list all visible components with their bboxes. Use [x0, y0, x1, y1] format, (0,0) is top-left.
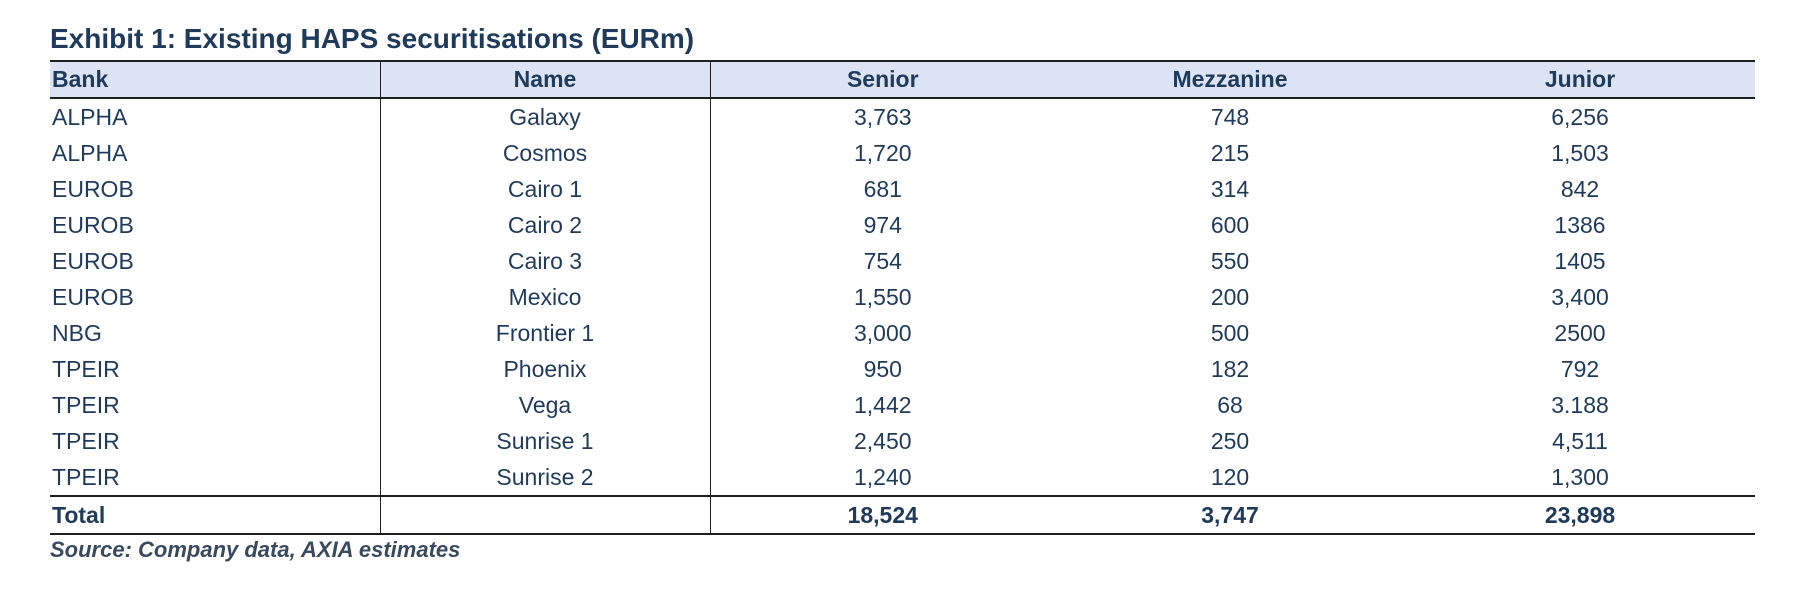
cell-bank: ALPHA	[50, 98, 381, 135]
cell-mezzanine: 748	[1210, 103, 1250, 130]
cell-senior: 681	[863, 175, 902, 202]
cell-mezzanine: 182	[1210, 355, 1250, 382]
cell-mezzanine: 250	[1210, 427, 1250, 454]
table-row: NBG Frontier 1 3,000 500 2500	[50, 315, 1755, 351]
cell-bank: TPEIR	[50, 351, 381, 387]
cell-mezzanine: 120	[1210, 463, 1250, 490]
cell-mezzanine: 314	[1210, 175, 1250, 202]
cell-senior: 974	[863, 211, 902, 238]
cell-name: Phoenix	[380, 351, 711, 387]
cell-name: Galaxy	[380, 98, 711, 135]
cell-mezzanine: 600	[1210, 211, 1250, 238]
cell-junior: 4,511	[1552, 427, 1608, 454]
cell-mezzanine: 500	[1210, 319, 1250, 346]
table-row: EUROB Cairo 3 754 550 1405	[50, 243, 1755, 279]
cell-name: Cairo 1	[380, 171, 711, 207]
cell-name: Cairo 2	[380, 207, 711, 243]
table-row: EUROB Cairo 1 681 314 842	[50, 171, 1755, 207]
cell-name: Mexico	[380, 279, 711, 315]
cell-senior: 2,450	[853, 427, 912, 454]
cell-senior: 1,442	[853, 391, 912, 418]
cell-mezzanine: 68	[1217, 391, 1243, 418]
cell-junior: 6,256	[1551, 103, 1609, 130]
cell-mezzanine: 200	[1210, 283, 1250, 310]
column-header-senior: Senior	[846, 66, 919, 92]
cell-bank: EUROB	[50, 243, 381, 279]
cell-name: Vega	[380, 387, 711, 423]
cell-junior: 1386	[1554, 211, 1606, 238]
cell-bank: EUROB	[50, 279, 381, 315]
table-row: TPEIR Sunrise 1 2,450 250 4,511	[50, 423, 1755, 459]
column-header-junior: Junior	[1544, 66, 1616, 92]
cell-senior: 1,240	[853, 463, 912, 490]
cell-senior: 1,720	[853, 139, 912, 166]
cell-mezzanine: 550	[1210, 247, 1250, 274]
cell-bank: ALPHA	[50, 135, 381, 171]
column-header-mezzanine: Mezzanine	[1172, 66, 1288, 92]
column-header-bank: Bank	[50, 61, 381, 98]
cell-name: Cairo 3	[380, 243, 711, 279]
cell-bank: EUROB	[50, 207, 381, 243]
table-row: EUROB Cairo 2 974 600 1386	[50, 207, 1755, 243]
total-label: Total	[50, 496, 381, 534]
cell-name: Sunrise 1	[380, 423, 711, 459]
exhibit: Exhibit 1: Existing HAPS securitisations…	[50, 18, 1755, 563]
cell-junior: 3.188	[1551, 391, 1609, 418]
table-row: TPEIR Vega 1,442 68 3.188	[50, 387, 1755, 423]
total-senior: 18,524	[847, 501, 918, 528]
total-name-cell	[380, 496, 711, 534]
table-row: TPEIR Phoenix 950 182 792	[50, 351, 1755, 387]
cell-junior: 3,400	[1551, 283, 1609, 310]
table-row: TPEIR Sunrise 2 1,240 120 1,300	[50, 459, 1755, 496]
column-header-name: Name	[380, 61, 711, 98]
cell-senior: 3,000	[853, 319, 912, 346]
cell-junior: 2500	[1554, 319, 1606, 346]
table-row: EUROB Mexico 1,550 200 3,400	[50, 279, 1755, 315]
cell-senior: 1,550	[853, 283, 912, 310]
cell-junior: 1,503	[1551, 139, 1609, 166]
table-row: ALPHA Cosmos 1,720 215 1,503	[50, 135, 1755, 171]
table-body: ALPHA Galaxy 3,763 748 6,256 ALPHA Cosmos 1,720…	[50, 98, 1755, 496]
total-mezzanine: 3,747	[1201, 501, 1259, 528]
cell-senior: 754	[863, 247, 902, 274]
securitisations-table: Bank Name Senior Mezzanine Junior ALPHA G…	[50, 60, 1755, 535]
cell-bank: TPEIR	[50, 387, 381, 423]
cell-bank: TPEIR	[50, 459, 381, 496]
cell-bank: TPEIR	[50, 423, 381, 459]
cell-junior: 1,300	[1551, 463, 1609, 490]
source-note: Source: Company data, AXIA estimates	[50, 537, 461, 562]
cell-name: Cosmos	[380, 135, 711, 171]
table-header-row: Bank Name Senior Mezzanine Junior	[50, 61, 1755, 98]
cell-senior: 950	[863, 355, 902, 382]
exhibit-title: Exhibit 1: Existing HAPS securitisations…	[50, 23, 695, 54]
table-row: ALPHA Galaxy 3,763 748 6,256	[50, 98, 1755, 135]
cell-bank: NBG	[50, 315, 381, 351]
cell-senior: 3,763	[853, 103, 912, 130]
cell-junior: 842	[1560, 175, 1600, 202]
cell-name: Sunrise 2	[380, 459, 711, 496]
cell-name: Frontier 1	[380, 315, 711, 351]
cell-mezzanine: 215	[1210, 139, 1250, 166]
cell-junior: 792	[1560, 355, 1600, 382]
total-junior: 23,898	[1544, 501, 1616, 528]
cell-junior: 1405	[1554, 247, 1606, 274]
total-row: Total 18,524 3,747 23,898	[50, 496, 1755, 534]
cell-bank: EUROB	[50, 171, 381, 207]
